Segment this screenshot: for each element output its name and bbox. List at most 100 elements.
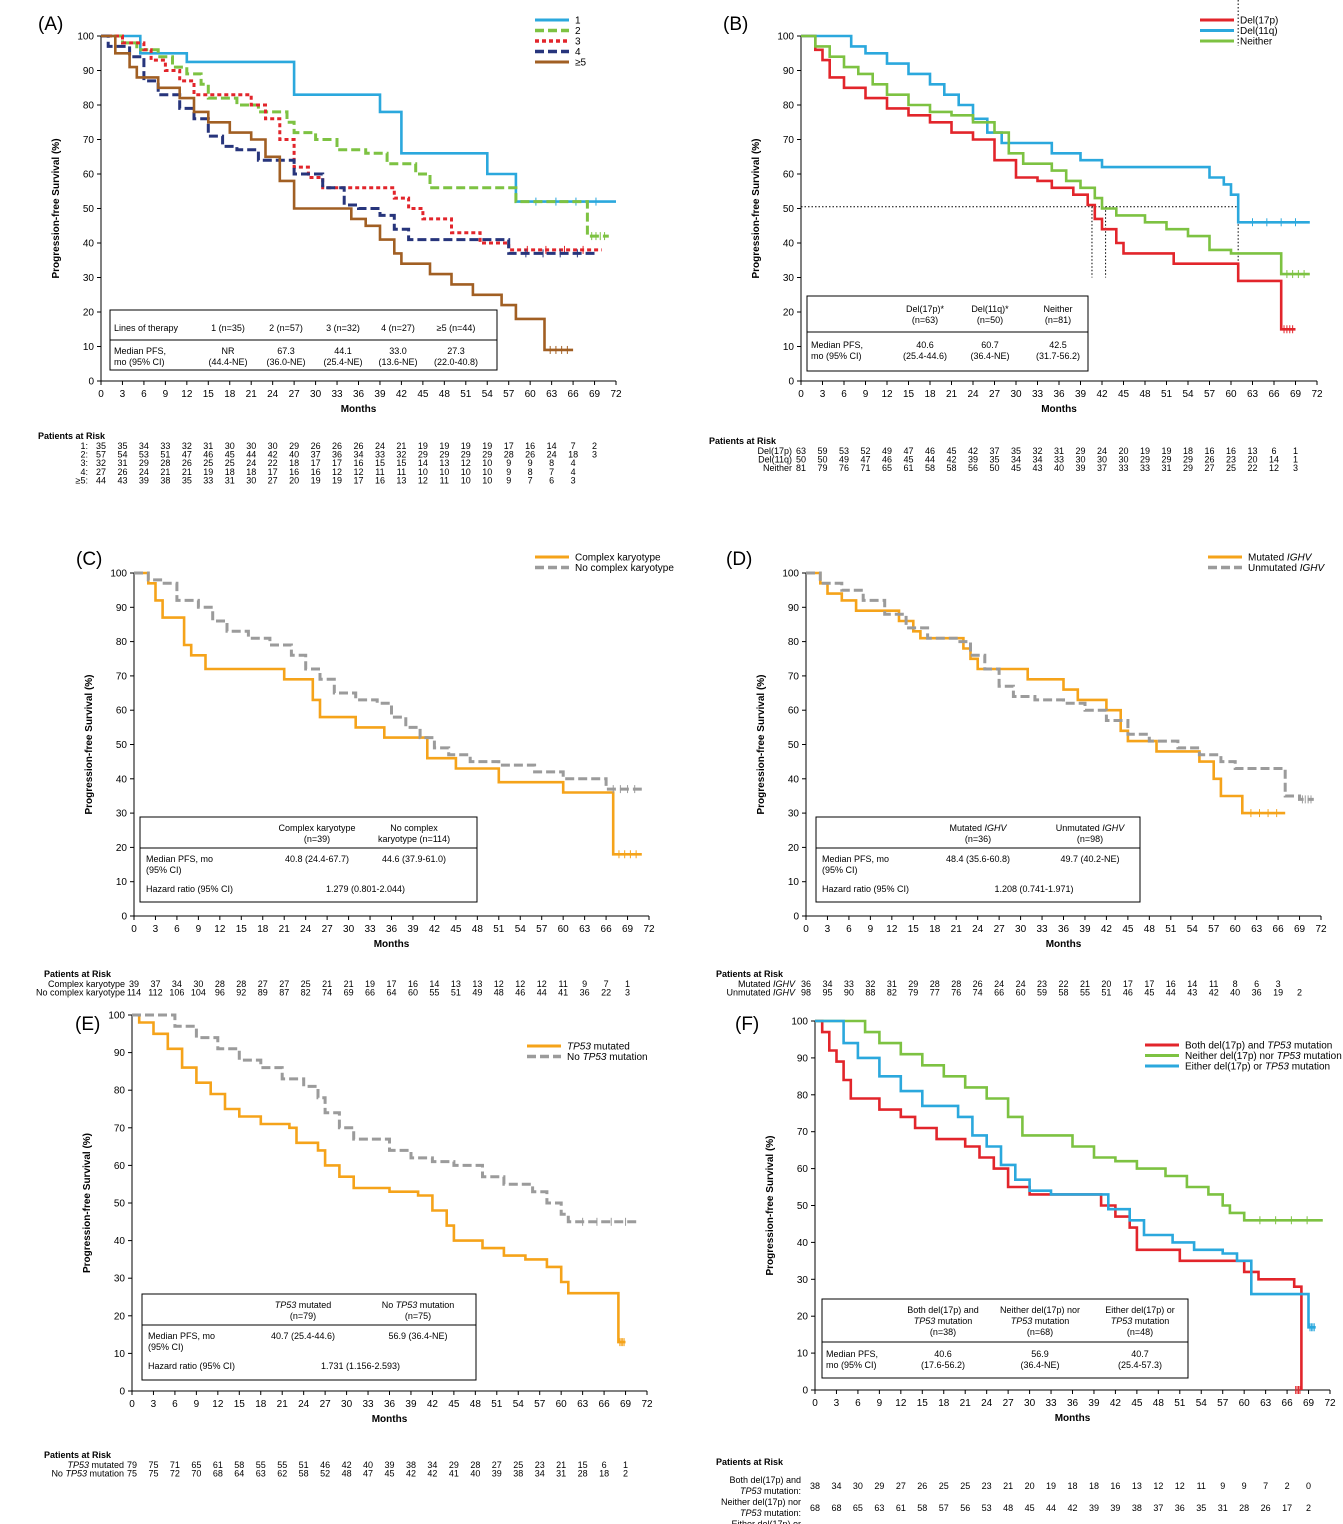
table-row-label: Median PFS, [811,340,863,350]
y-tick-label: 80 [116,637,128,648]
y-tick-label: 0 [121,912,127,923]
risk-value: 30 [225,441,235,451]
risk-value: 26 [973,979,983,989]
risk-value: 49 [839,455,849,465]
risk-row-label: Mutated IGHV [738,979,796,989]
risk-value: 43 [117,475,127,485]
risk-value: 28 [951,979,961,989]
x-tick-label: 9 [877,1398,883,1409]
risk-value: 16 [525,441,535,451]
table-header: (n=50) [977,315,1003,325]
table-value: 44.6 (37.9-61.0) [382,854,446,864]
x-axis-label: Months [1055,1413,1091,1424]
risk-value: 45 [384,1469,394,1479]
risk-value: 44 [1046,1503,1056,1513]
panel-label: (A) [38,14,63,35]
x-tick-label: 30 [341,1399,353,1410]
risk-value: 24 [994,979,1004,989]
x-tick-label: 42 [1101,924,1113,935]
y-tick-label: 0 [788,377,794,388]
risk-value: 16 [1226,446,1236,456]
table-header: Both del(17p) and [907,1305,979,1315]
risk-value: 11 [397,467,406,477]
table-header: No TP53 mutation [382,1300,455,1310]
x-tick-label: 69 [620,1399,632,1410]
risk-value: 9 [582,979,587,989]
risk-value: 31 [225,475,235,485]
x-tick-label: 57 [1204,389,1216,400]
risk-value: 42 [1067,1503,1077,1513]
panel-label: (E) [75,1014,100,1035]
risk-value: 28 [236,979,246,989]
risk-value: 81 [796,463,806,473]
x-axis-label: Months [1041,404,1077,415]
risk-value: 29 [1140,455,1150,465]
x-tick-label: 39 [407,924,419,935]
risk-value: 11 [1209,979,1218,989]
risk-value: 21 [556,1460,566,1470]
x-tick-label: 33 [364,924,376,935]
y-axis-label: Progression-free Survival (%) [765,1135,776,1275]
x-tick-label: 72 [1324,1398,1336,1409]
y-tick-label: 50 [114,1199,126,1210]
risk-value: 64 [386,988,396,998]
risk-value: 66 [365,988,375,998]
risk-value: 79 [127,1460,137,1470]
risk-value: 31 [117,458,127,468]
y-tick-label: 40 [797,1238,809,1249]
risk-value: 65 [853,1503,863,1513]
y-tick-label: 10 [783,342,795,353]
risk-value: 30 [1097,455,1107,465]
risk-value: 26 [1261,1503,1271,1513]
y-tick-label: 70 [797,1127,809,1138]
x-tick-label: 54 [515,924,527,935]
risk-value: 21 [1080,979,1090,989]
risk-value: 114 [127,988,141,998]
risk-value: 30 [246,441,256,451]
x-tick-label: 42 [427,1399,439,1410]
risk-value: 36 [332,450,342,460]
x-tick-label: 39 [1088,1398,1100,1409]
risk-value: 19 [365,979,375,989]
risk-value: 1 [1293,446,1298,456]
x-tick-label: 6 [174,924,180,935]
risk-value: 45 [225,450,235,460]
risk-value: 69 [344,988,354,998]
risk-value: 38 [160,475,170,485]
y-tick-label: 10 [114,1349,126,1360]
risk-value: 10 [482,475,492,485]
x-tick-label: 45 [417,389,429,400]
risk-value: 28 [1239,1503,1249,1513]
risk-value: 28 [504,450,514,460]
risk-row-label: Unmutated IGHV [726,988,796,998]
risk-value: 12 [1175,1481,1185,1491]
risk-value: 36 [1175,1503,1185,1513]
x-tick-label: 45 [450,924,462,935]
x-tick-label: 60 [1239,1398,1251,1409]
risk-value: 20 [1247,455,1257,465]
risk-value: 37 [311,450,321,460]
x-tick-label: 72 [1315,924,1327,935]
table-value: 40.7 [1131,1349,1149,1359]
risk-value: 15 [578,1460,588,1470]
legend-label: 2 [575,26,581,37]
risk-value: 71 [860,463,870,473]
x-tick-label: 30 [310,389,322,400]
x-tick-label: 3 [825,924,831,935]
x-tick-label: 45 [1122,924,1134,935]
risk-value: 48 [342,1469,352,1479]
risk-value: 35 [1196,1503,1206,1513]
risk-value: 40 [363,1460,373,1470]
table-hr-label: Hazard ratio (95% CI) [146,884,233,894]
y-tick-label: 70 [783,135,795,146]
risk-value: 64 [234,1469,244,1479]
risk-value: 12 [515,979,525,989]
risk-value: 13 [472,979,482,989]
table-hr-label: Hazard ratio (95% CI) [148,1361,235,1371]
risk-value: 6 [602,1460,607,1470]
legend-label: Neither del(17p) nor TP53 mutation [1185,1051,1342,1062]
risk-value: 24 [1097,446,1107,456]
y-tick-label: 80 [797,1090,809,1101]
